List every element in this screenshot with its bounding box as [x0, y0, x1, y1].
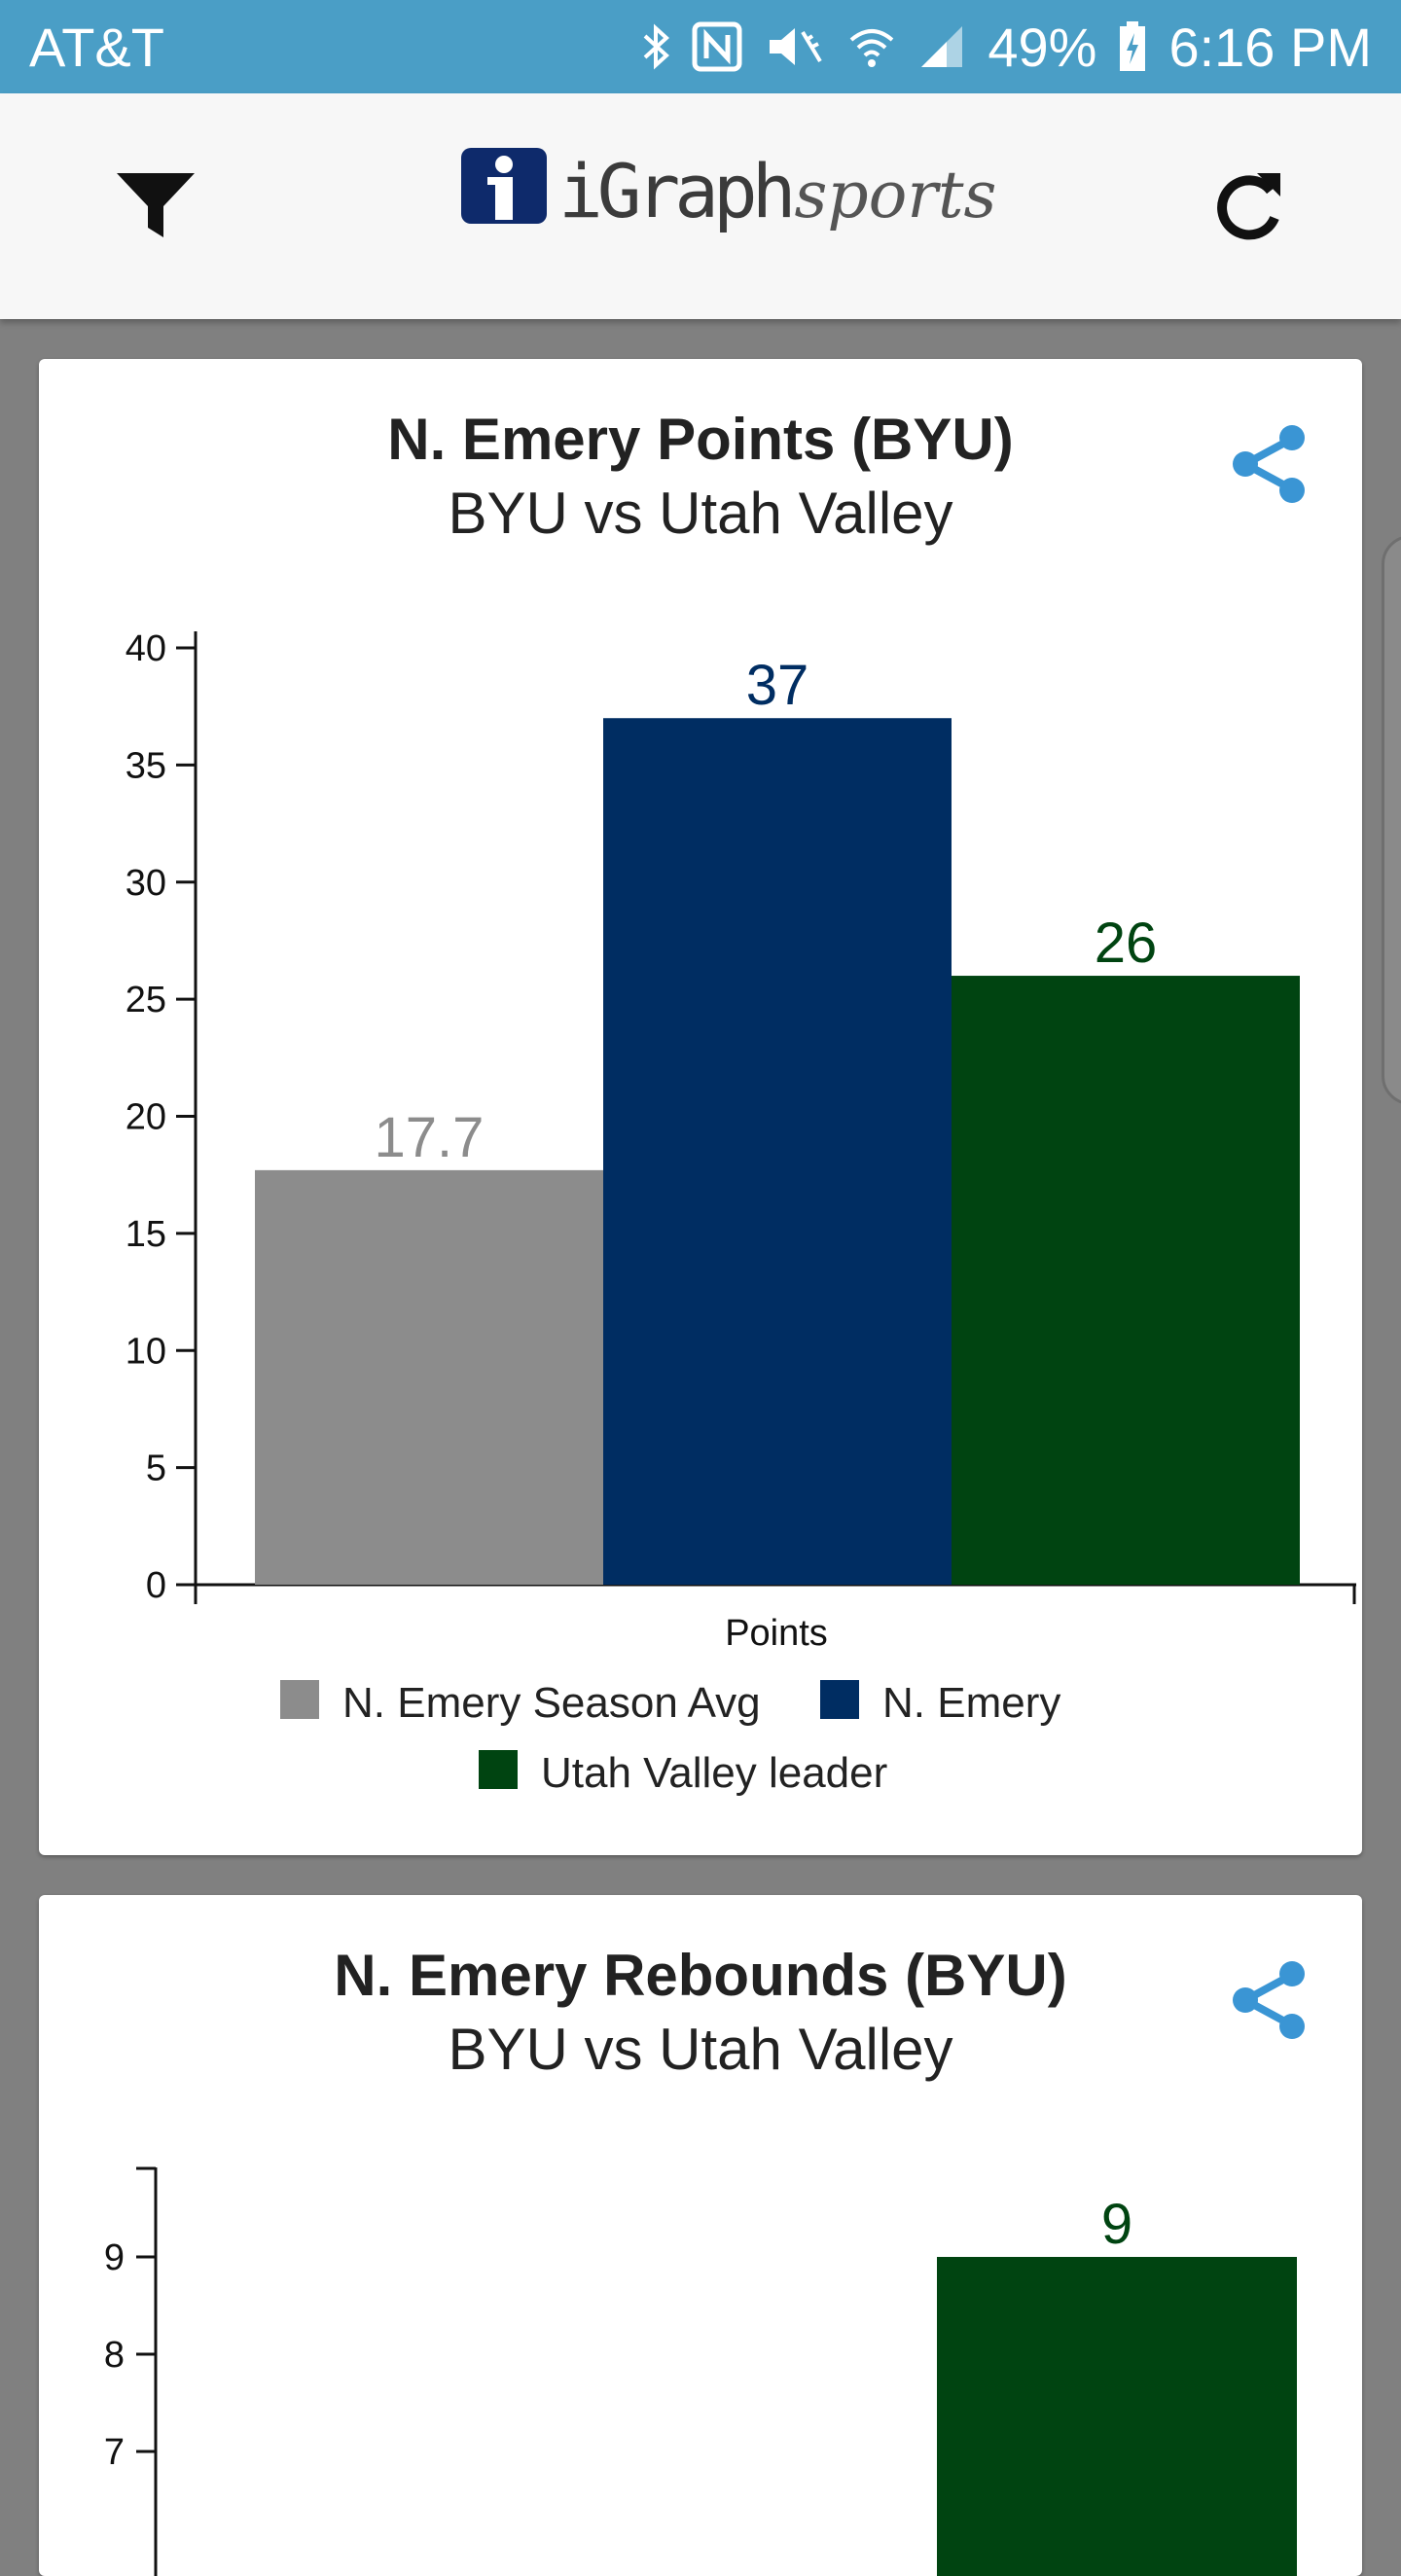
legend-label: N. Emery Season Avg: [342, 1679, 761, 1727]
filter-button[interactable]: [115, 171, 197, 253]
x-category-label: Points: [725, 1613, 828, 1654]
y-tick-label: 35: [126, 745, 166, 786]
logo-text: iGraph sports: [558, 148, 996, 234]
legend-label: Utah Valley leader: [541, 1749, 887, 1797]
clock: 6:16 PM: [1168, 16, 1372, 78]
points-bar-chart: 0 5 10 15 20 25 30 35 40 17.7 37 26 Points N. Emery S…: [126, 628, 1356, 1797]
logo-text-sports: sports: [794, 158, 997, 233]
y-tick-label: 20: [126, 1097, 166, 1138]
y-tick-label: 40: [126, 628, 166, 669]
bar-value-label: 37: [746, 654, 809, 717]
legend-swatch: [280, 1680, 319, 1719]
bar-value-label: 9: [1101, 2193, 1132, 2256]
logo-text-igraph: iGraph: [558, 148, 797, 234]
bar: [255, 1169, 603, 1585]
y-tick-label: 25: [126, 980, 166, 1020]
y-tick-label: 5: [146, 1449, 166, 1489]
filter-icon: [117, 173, 195, 237]
refresh-button[interactable]: [1203, 163, 1292, 253]
bar: [603, 718, 952, 1585]
rebounds-bar-chart: 7 8 9 9: [104, 2166, 1297, 2576]
y-tick-label: 10: [126, 1331, 166, 1372]
y-tick-label: 7: [104, 2432, 125, 2473]
signal-icon: [917, 22, 966, 71]
share-button[interactable]: [1232, 423, 1308, 505]
bluetooth-icon: [641, 22, 670, 71]
y-tick-label: 9: [104, 2237, 125, 2278]
carrier-label: AT&T: [29, 16, 164, 78]
y-tick-label: 0: [146, 1565, 166, 1606]
bar: [937, 2257, 1297, 2576]
app-logo: iGraph sports: [461, 148, 996, 265]
status-icons: 49% 6:16 PM: [641, 16, 1372, 79]
y-tick-label: 15: [126, 1214, 166, 1255]
battery-percent: 49%: [988, 16, 1097, 78]
vibrate-icon: [764, 22, 826, 71]
chart-subtitle: BYU vs Utah Valley: [448, 481, 953, 546]
share-icon: [1233, 425, 1305, 503]
legend-swatch: [820, 1680, 859, 1719]
status-bar: AT&T 49% 6:16 PM: [0, 0, 1401, 93]
logo-mark: [461, 148, 547, 224]
chart-subtitle: BYU vs Utah Valley: [448, 2017, 953, 2082]
chart-title: N. Emery Points (BYU): [387, 407, 1014, 472]
legend-swatch: [479, 1750, 518, 1789]
share-button[interactable]: [1232, 1959, 1308, 2041]
refresh-icon: [1217, 173, 1280, 240]
app-header: iGraph sports: [0, 93, 1401, 319]
y-tick-label: 8: [104, 2335, 125, 2376]
chart-card-rebounds: N. Emery Rebounds (BYU) BYU vs Utah Vall…: [39, 1895, 1362, 2576]
share-icon: [1233, 1961, 1305, 2039]
nfc-icon: [692, 21, 742, 72]
bar-value-label: 17.7: [375, 1106, 485, 1169]
y-tick-label: 30: [126, 863, 166, 904]
wifi-icon: [847, 22, 896, 71]
bar: [952, 976, 1300, 1585]
legend-label: N. Emery: [882, 1679, 1060, 1727]
battery-charging-icon: [1118, 21, 1147, 72]
chart-card-points: N. Emery Points (BYU) BYU vs Utah Valley…: [39, 359, 1362, 1855]
bar-value-label: 26: [1095, 912, 1158, 975]
chart-title: N. Emery Rebounds (BYU): [334, 1943, 1067, 2008]
side-drawer-handle[interactable]: [1382, 535, 1401, 1105]
